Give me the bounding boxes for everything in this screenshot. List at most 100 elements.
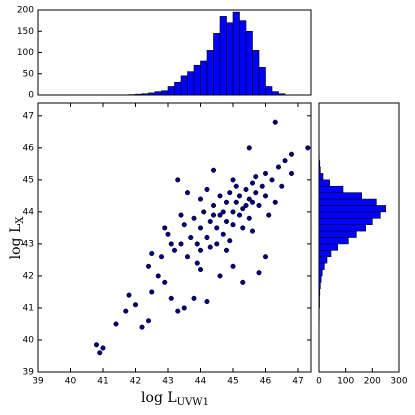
scatter-frame bbox=[37, 102, 312, 373]
point bbox=[275, 164, 282, 170]
point bbox=[123, 308, 129, 314]
y-tick-label: 50 bbox=[23, 69, 35, 79]
point bbox=[253, 190, 259, 196]
bar bbox=[318, 198, 377, 206]
point bbox=[259, 183, 265, 189]
point bbox=[197, 196, 204, 202]
point bbox=[223, 247, 230, 253]
point bbox=[230, 263, 236, 269]
point bbox=[256, 202, 262, 209]
point bbox=[246, 145, 252, 151]
x-tick-label: 0 bbox=[316, 377, 322, 387]
point bbox=[207, 244, 213, 250]
y-tick-label: 44 bbox=[23, 207, 35, 217]
point bbox=[246, 215, 252, 221]
point bbox=[233, 183, 239, 189]
point bbox=[168, 241, 174, 247]
point bbox=[201, 209, 207, 215]
point bbox=[168, 295, 174, 301]
point bbox=[256, 270, 262, 276]
point bbox=[158, 254, 165, 260]
point bbox=[249, 180, 256, 186]
bar bbox=[161, 90, 169, 96]
point bbox=[217, 273, 223, 279]
point bbox=[288, 151, 295, 157]
x-tick-label: 43 bbox=[162, 377, 173, 387]
bar bbox=[318, 256, 328, 264]
point bbox=[230, 209, 236, 215]
point bbox=[181, 305, 187, 311]
point bbox=[171, 247, 178, 253]
point bbox=[227, 238, 233, 244]
point bbox=[155, 273, 161, 279]
point bbox=[204, 234, 210, 241]
y-tick-label: 39 bbox=[23, 368, 35, 378]
point bbox=[220, 231, 226, 237]
point bbox=[162, 279, 168, 285]
bar bbox=[245, 30, 253, 96]
point bbox=[149, 250, 155, 257]
point bbox=[197, 225, 204, 231]
point bbox=[175, 177, 181, 183]
y-tick-label: 0 bbox=[28, 91, 34, 101]
bar bbox=[213, 33, 221, 96]
bar bbox=[252, 50, 260, 96]
bar bbox=[318, 211, 381, 219]
x-label-main: log L bbox=[141, 390, 177, 406]
point bbox=[269, 177, 275, 183]
y-tick-label: 200 bbox=[17, 6, 34, 16]
point bbox=[188, 234, 194, 241]
bar bbox=[318, 294, 320, 302]
point bbox=[181, 222, 187, 228]
bar bbox=[318, 275, 322, 283]
point bbox=[194, 260, 200, 266]
point bbox=[204, 186, 210, 193]
point bbox=[305, 145, 311, 151]
bar bbox=[318, 282, 321, 290]
bar bbox=[318, 237, 349, 245]
point bbox=[233, 199, 239, 205]
bar bbox=[318, 217, 373, 225]
point bbox=[165, 231, 171, 237]
bar bbox=[206, 50, 214, 96]
point bbox=[217, 193, 223, 199]
y-tick-label: 47 bbox=[23, 111, 34, 121]
point bbox=[272, 119, 278, 125]
point bbox=[178, 241, 184, 247]
point bbox=[262, 170, 269, 177]
point bbox=[97, 350, 103, 356]
y-tick-label: 45 bbox=[23, 175, 34, 185]
x-tick-label: 40 bbox=[65, 377, 77, 387]
point bbox=[210, 212, 217, 218]
point bbox=[139, 324, 145, 330]
point bbox=[240, 206, 246, 212]
x-label-sub: UVW1 bbox=[177, 397, 209, 408]
point bbox=[175, 308, 181, 314]
bar bbox=[318, 205, 386, 213]
point bbox=[288, 170, 295, 177]
y-tick-label: 42 bbox=[23, 271, 34, 281]
bar bbox=[154, 91, 162, 96]
bar bbox=[318, 230, 357, 238]
bar bbox=[278, 93, 286, 96]
y-tick-label: 46 bbox=[23, 143, 35, 153]
y-axis-label: log LX bbox=[8, 216, 26, 260]
bar bbox=[141, 93, 149, 96]
y-tick-label: 41 bbox=[23, 303, 34, 313]
bar bbox=[219, 16, 227, 96]
x-tick-label: 200 bbox=[364, 377, 381, 387]
point bbox=[184, 190, 191, 196]
point bbox=[243, 202, 249, 209]
bar bbox=[200, 60, 208, 96]
x-tick-label: 42 bbox=[130, 377, 141, 387]
point bbox=[113, 321, 119, 327]
bar bbox=[180, 75, 188, 96]
bar bbox=[318, 250, 332, 258]
bar bbox=[318, 288, 321, 296]
x-tick-label: 45 bbox=[227, 377, 238, 387]
point bbox=[223, 218, 230, 225]
y-tick-label: 40 bbox=[23, 335, 35, 345]
point bbox=[253, 174, 259, 180]
point bbox=[240, 279, 246, 285]
